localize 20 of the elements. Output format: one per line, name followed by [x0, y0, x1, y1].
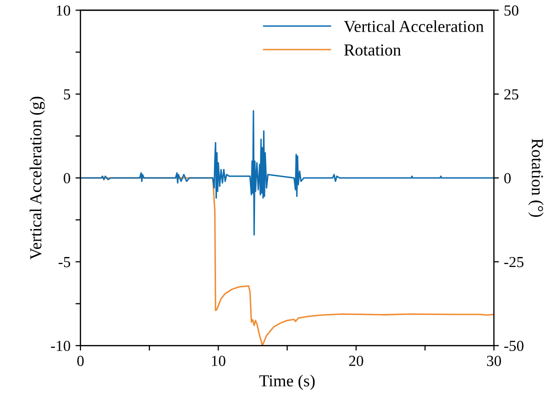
- y-axis-title: Vertical Acceleration (g): [30, 96, 45, 260]
- x-axis-title: Time (s): [259, 374, 315, 390]
- y-tick-label: 10: [56, 5, 70, 16]
- y-tick-label: -10: [50, 340, 70, 352]
- y-tick-label: 0: [64, 173, 70, 184]
- x-tick-label: 0: [77, 356, 84, 366]
- line-series: [80, 110, 494, 236]
- y-tick-label: -5: [58, 257, 70, 268]
- y2-tick-label: 25: [504, 89, 518, 100]
- x-tick-label: 10: [212, 356, 226, 366]
- y2-tick-label: -25: [504, 256, 524, 268]
- y2-tick-label: 0: [504, 173, 511, 184]
- legend-label: Rotation: [344, 44, 401, 56]
- legend-label: Vertical Acceleration: [344, 20, 484, 32]
- x-tick-label: 20: [349, 356, 364, 366]
- x-tick-label: 30: [487, 356, 502, 366]
- y2-tick-label: 50: [504, 5, 518, 16]
- y-tick-label: 5: [64, 89, 70, 100]
- y2-axis-title: Rotation (°): [528, 138, 544, 217]
- y2-tick-label: -50: [504, 340, 524, 352]
